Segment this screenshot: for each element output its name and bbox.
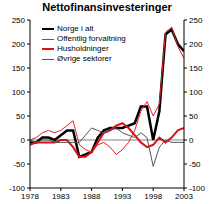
svg-text:150: 150 bbox=[189, 64, 203, 73]
svg-text:-100: -100 bbox=[9, 184, 26, 193]
svg-text:0: 0 bbox=[189, 136, 194, 145]
svg-text:-100: -100 bbox=[189, 184, 206, 193]
svg-text:100: 100 bbox=[189, 88, 203, 97]
svg-text:50: 50 bbox=[189, 112, 198, 121]
svg-text:150: 150 bbox=[12, 64, 26, 73]
svg-text:1998: 1998 bbox=[144, 192, 162, 201]
svg-text:0: 0 bbox=[21, 136, 26, 145]
svg-text:50: 50 bbox=[16, 112, 25, 121]
svg-text:1993: 1993 bbox=[114, 192, 132, 201]
html-text:Norge i alt: Norge i alt bbox=[57, 24, 94, 33]
svg-text:200: 200 bbox=[12, 40, 26, 49]
html-text:Nettofinansinvesteringer: Nettofinansinvesteringer bbox=[42, 1, 172, 13]
svg-text:1988: 1988 bbox=[83, 192, 101, 201]
svg-text:1983: 1983 bbox=[52, 192, 70, 201]
svg-text:100: 100 bbox=[12, 88, 26, 97]
html-text:Offentlig forvaltning: Offentlig forvaltning bbox=[57, 34, 126, 43]
html-text:Øvrige sektorer: Øvrige sektorer bbox=[57, 54, 112, 63]
html-text:Husholdninger: Husholdninger bbox=[57, 44, 109, 53]
svg-text:1978: 1978 bbox=[21, 192, 39, 201]
svg-text:250: 250 bbox=[12, 16, 26, 25]
svg-text:-50: -50 bbox=[13, 160, 25, 169]
svg-text:200: 200 bbox=[189, 40, 203, 49]
svg-text:250: 250 bbox=[189, 16, 203, 25]
svg-text:2003: 2003 bbox=[175, 192, 193, 201]
svg-text:-50: -50 bbox=[189, 160, 201, 169]
